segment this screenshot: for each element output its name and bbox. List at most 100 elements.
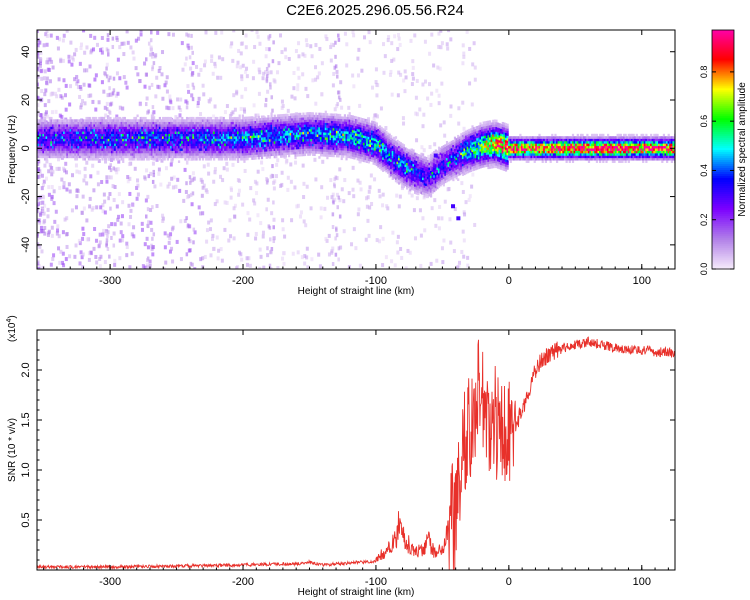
ridge-cell (225, 126, 229, 130)
ridge-cell (307, 129, 310, 132)
ridge-cell (323, 115, 326, 118)
ridge-cell (150, 116, 154, 120)
noise-speckle (99, 205, 103, 210)
ridge-cell (284, 128, 288, 131)
noise-speckle (102, 89, 106, 94)
ridge-cell (284, 133, 288, 136)
ridge-cell (235, 148, 238, 151)
noise-speckle (37, 46, 40, 51)
ridge-cell (302, 114, 305, 118)
noise-speckle (411, 59, 415, 64)
ridge-cell (208, 143, 211, 147)
ridge-cell (201, 143, 205, 147)
ridge-cell (125, 124, 128, 127)
ridge-cell (123, 138, 126, 142)
noise-speckle (171, 259, 175, 264)
noise-speckle (302, 195, 306, 200)
ridge-cell (139, 157, 142, 161)
ridge-cell (93, 141, 96, 144)
ridge-cell (117, 145, 120, 149)
ridge-cell (45, 128, 48, 132)
noise-speckle (106, 93, 110, 98)
ridge-cell (37, 119, 40, 122)
ridge-cell (227, 141, 230, 144)
noise-speckle (462, 126, 466, 131)
ridge-cell (163, 116, 166, 120)
ridge-cell (280, 128, 283, 132)
ridge-cell (168, 124, 171, 127)
noise-speckle (371, 85, 375, 90)
noise-speckle (290, 94, 294, 99)
noise-speckle (277, 61, 281, 66)
ridge-cell (291, 130, 294, 133)
ridge-cell (150, 145, 154, 149)
noise-speckle (151, 252, 155, 257)
noise-speckle (235, 89, 239, 94)
ridge-cell (257, 156, 260, 160)
noise-speckle (75, 188, 79, 193)
noise-speckle (47, 99, 51, 104)
ridge-cell (316, 127, 319, 130)
ridge-cell (203, 131, 206, 135)
ridge-cell (114, 155, 117, 159)
ridge-cell (91, 131, 95, 135)
noise-speckle (39, 225, 43, 230)
noise-speckle (184, 99, 188, 104)
ridge-cell (198, 126, 201, 130)
ridge-cell (195, 121, 198, 125)
ridge-cell (171, 153, 174, 156)
ridge-cell (120, 133, 123, 137)
noise-speckle (393, 34, 397, 39)
ridge-cell (45, 133, 48, 137)
noise-streak (269, 85, 272, 90)
ridge-cell (158, 131, 162, 135)
ridge-cell (289, 130, 292, 133)
ridge-cell (50, 131, 53, 135)
ridge-cell (318, 156, 321, 159)
noise-speckle (219, 247, 223, 252)
ridge-cell (79, 155, 82, 159)
noise-speckle (122, 75, 126, 80)
ridge-cell (181, 136, 184, 139)
ridge-cell (139, 153, 142, 156)
ridge-cell (244, 133, 248, 137)
ridge-cell (195, 157, 198, 161)
noise-speckle (71, 57, 75, 62)
ridge-cell (347, 126, 350, 130)
ridge-cell (91, 119, 95, 122)
ridge-cell (240, 121, 243, 125)
ridge-cell (316, 148, 319, 152)
ridge-cell (332, 130, 335, 134)
noise-speckle (48, 162, 52, 167)
ridge-cell (291, 147, 294, 150)
noise-speckle (143, 84, 147, 89)
ridge-cell (138, 121, 141, 125)
ridge-cell (313, 129, 316, 132)
ridge-cell (163, 133, 166, 137)
noise-speckle (190, 202, 194, 207)
noise-speckle (40, 249, 44, 254)
ridge-cell (331, 127, 334, 131)
noise-streak (336, 205, 339, 210)
noise-speckle (335, 192, 339, 197)
ridge-cell (95, 136, 98, 139)
noise-speckle (48, 67, 52, 72)
noise-speckle (100, 80, 104, 85)
ridge-cell (136, 136, 139, 139)
noise-streak (339, 97, 342, 102)
noise-speckle (49, 169, 53, 174)
noise-streak (191, 178, 195, 183)
ridge-cell (42, 138, 45, 142)
ridge-cell (334, 118, 337, 122)
ridge-cell (225, 138, 229, 142)
ridge-cell (173, 150, 176, 154)
ridge-cell (192, 136, 195, 139)
ridge-cell (217, 119, 221, 122)
ridge-cell (118, 128, 122, 132)
ridge-cell (165, 121, 168, 125)
ridge-cell (133, 148, 136, 151)
noise-speckle (436, 65, 440, 70)
noise-speckle (306, 94, 310, 99)
ridge-cell (39, 131, 42, 135)
ridge-cell (238, 133, 241, 137)
